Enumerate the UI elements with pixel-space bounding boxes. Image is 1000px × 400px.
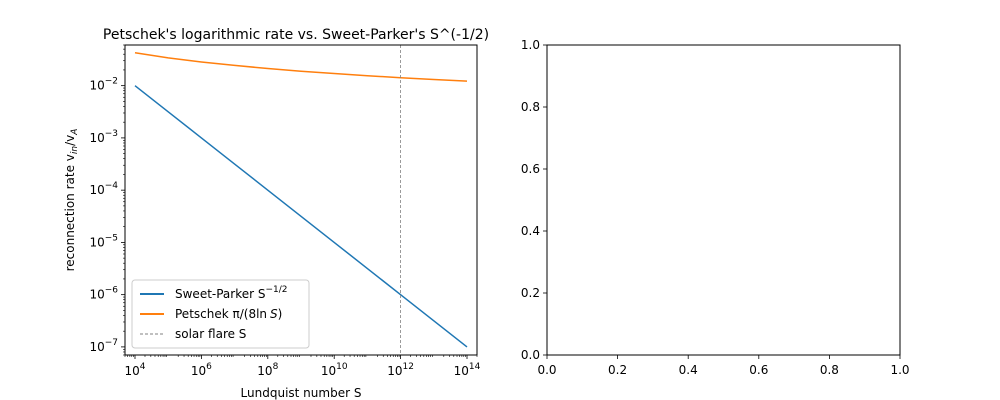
y-tick-label: 10−3 <box>89 129 118 145</box>
right-y-tick-label: 0.8 <box>521 100 540 114</box>
y-label-main: reconnection rate v <box>63 154 77 271</box>
legend-sweet-parker-name: Sweet-Parker S <box>175 287 266 301</box>
x-tick-label: 108 <box>257 362 278 378</box>
x-tick-label: 1010 <box>321 362 348 378</box>
right-x-tick-label: 0.0 <box>537 363 556 377</box>
legend-petschek-s: S <box>270 307 278 321</box>
left-y-ticks: 10−7 10−6 10−5 10−4 10−3 10−2 <box>89 44 125 356</box>
x-tick-label: 106 <box>191 362 212 378</box>
left-plot-area <box>134 45 468 355</box>
y-tick-label: 10−7 <box>89 338 118 354</box>
right-x-tick-label: 0.8 <box>820 363 839 377</box>
y-label-sub-a: A <box>70 129 80 136</box>
left-axes: Petschek's logarithmic rate vs. Sweet-Pa… <box>63 27 489 400</box>
right-y-ticks: 0.0 0.2 0.4 0.6 0.8 1.0 <box>521 38 547 362</box>
y-tick-label: 10−6 <box>89 286 118 302</box>
right-axes: 0.0 0.2 0.4 0.6 0.8 1.0 0.0 0.2 0.4 0.6 0.8 1.0 <box>521 38 910 377</box>
y-tick-label: 10−5 <box>89 233 118 249</box>
right-x-tick-label: 0.2 <box>608 363 627 377</box>
right-axes-frame <box>546 44 901 356</box>
y-tick-label: 10−4 <box>89 181 118 197</box>
left-x-axis-label: Lundquist number S <box>241 386 362 400</box>
x-tick-label: 1014 <box>454 362 481 378</box>
legend-petschek-tail: ) <box>278 307 283 321</box>
left-x-ticks: 104 106 108 1010 1012 1014 <box>124 355 481 378</box>
legend-box <box>131 279 310 349</box>
y-label-slash: /v <box>63 135 77 146</box>
right-y-tick-label: 0.6 <box>521 162 540 176</box>
left-y-axis-label: reconnection rate vin/vA <box>63 129 80 272</box>
right-y-tick-label: 0.0 <box>521 348 540 362</box>
right-x-tick-label: 1.0 <box>890 363 909 377</box>
y-label-sub-in: in <box>70 146 80 155</box>
left-chart-title: Petschek's logarithmic rate vs. Sweet-Pa… <box>103 27 489 43</box>
right-x-tick-label: 0.4 <box>679 363 698 377</box>
right-x-tick-label: 0.6 <box>749 363 768 377</box>
y-tick-label: 10−2 <box>89 77 118 93</box>
left-axes-frame <box>124 44 478 356</box>
legend-label-solar-flare: solar flare S <box>175 327 246 341</box>
legend-petschek-name: Petschek π/(8ln <box>175 307 267 321</box>
right-y-tick-label: 1.0 <box>521 38 540 52</box>
x-tick-label: 104 <box>124 362 145 378</box>
series-sweet-parker-line <box>134 85 468 348</box>
x-tick-label: 1012 <box>387 362 414 378</box>
right-y-tick-label: 0.2 <box>521 286 540 300</box>
left-legend: Sweet-Parker S−1/2 Petschek π/(8ln S) sol… <box>131 279 310 349</box>
series-petschek-line <box>134 52 468 82</box>
legend-label-sweet-parker: Sweet-Parker S−1/2 <box>175 285 288 301</box>
legend-sweet-parker-sup: −1/2 <box>266 285 288 295</box>
right-y-tick-label: 0.4 <box>521 224 540 238</box>
legend-label-petschek: Petschek π/(8ln S) <box>175 307 282 321</box>
right-x-ticks: 0.0 0.2 0.4 0.6 0.8 1.0 <box>537 355 910 377</box>
